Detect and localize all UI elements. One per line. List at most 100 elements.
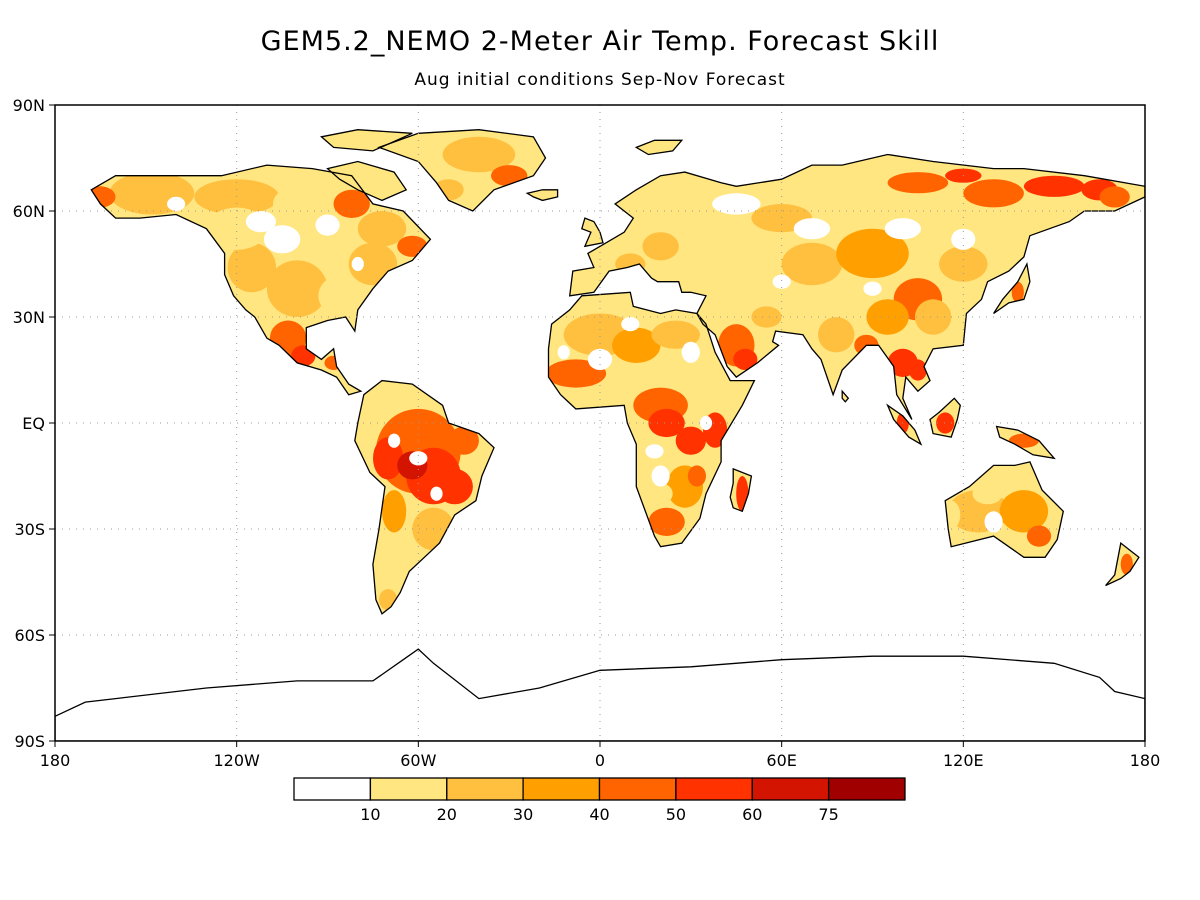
skill-patch	[866, 299, 909, 335]
lon-tick-label: 0	[595, 751, 605, 770]
colorbar-bin	[293, 777, 372, 801]
skill-patch	[836, 228, 909, 279]
skill-patch	[781, 242, 843, 286]
low-skill-patch	[681, 341, 700, 363]
madagascar-coastline	[729, 467, 753, 513]
low-skill-patch	[557, 345, 570, 360]
skill-patch	[648, 507, 685, 536]
skill-patch	[818, 317, 855, 353]
japan-coastline	[993, 261, 1031, 315]
skill-patch	[442, 136, 516, 173]
skill-patch	[1008, 433, 1039, 448]
lat-tick-label: 90N	[13, 96, 45, 115]
graticule	[55, 105, 1145, 741]
eurasia-coastline	[568, 153, 1145, 420]
skill-patch	[651, 320, 700, 349]
ellesmere-island-coastline	[319, 129, 413, 152]
lon-tick-label: 60W	[400, 751, 436, 770]
skill-patch	[887, 172, 949, 194]
skill-patch	[939, 246, 988, 282]
low-skill-patch	[772, 274, 791, 289]
baffin-island-coastline	[326, 160, 408, 202]
skill-patch	[821, 186, 894, 222]
skill-patch	[999, 490, 1049, 533]
colorbar-label: 30	[513, 805, 533, 824]
colorbar-bin	[675, 777, 753, 801]
skill-patch	[373, 437, 404, 480]
skill-patch	[648, 483, 673, 505]
skill-patch	[397, 235, 428, 257]
low-skill-patch	[863, 281, 882, 296]
new-zealand-coastline	[1105, 541, 1140, 587]
skill-patch	[1026, 525, 1052, 547]
colorbar-bin	[751, 777, 830, 801]
low-skill-patch	[712, 193, 761, 215]
skill-patch	[972, 483, 1003, 505]
skill-patch	[666, 189, 715, 218]
australia-coastline	[944, 461, 1065, 558]
skill-patch	[318, 274, 367, 317]
skill-patch	[612, 327, 661, 363]
skill-patch	[382, 536, 407, 593]
low-skill-patch	[245, 211, 276, 233]
low-skill-patch	[315, 214, 340, 236]
colorbar-bin	[522, 777, 601, 801]
low-skill-patch	[645, 444, 664, 459]
skill-patch	[227, 242, 276, 293]
low-skill-patch	[984, 511, 1003, 533]
skill-patch	[751, 306, 782, 328]
colorbar-label: 75	[818, 805, 838, 824]
skill-patch	[1011, 281, 1024, 303]
skill-patch	[908, 359, 928, 381]
skill-patch	[1023, 175, 1085, 197]
skill-patch	[675, 426, 706, 455]
low-skill-patch	[587, 348, 613, 370]
skill-patch	[291, 345, 316, 367]
low-skill-patch	[793, 218, 831, 240]
baffin-island-fill	[327, 161, 407, 201]
sumatra-coastline	[886, 403, 923, 446]
skill-patch	[936, 412, 955, 434]
low-skill-patch	[388, 433, 401, 448]
colorbar-bin	[827, 777, 906, 801]
skill-patch	[642, 232, 679, 261]
borneo-coastline	[929, 397, 962, 438]
low-skill-patch	[430, 486, 443, 501]
land-skill-layer	[55, 129, 1145, 741]
low-skill-patch	[621, 317, 640, 332]
africa-coastline	[547, 291, 756, 548]
map-subtitle: Aug initial conditions Sep-Nov Forecast	[414, 70, 786, 90]
lon-tick-label: 120E	[943, 751, 984, 770]
skill-patch	[266, 260, 328, 318]
lat-tick-label: 90S	[14, 732, 45, 751]
skill-patch	[324, 355, 343, 370]
skill-patch	[914, 299, 952, 335]
skill-patch	[1099, 186, 1130, 208]
skill-patch	[333, 189, 370, 218]
iceland-fill	[527, 189, 558, 201]
colorbar-label: 40	[589, 805, 609, 824]
skill-patch	[433, 179, 464, 201]
skill-patch	[357, 211, 407, 247]
new-guinea-coastline	[995, 425, 1056, 460]
colorbar-bin	[369, 777, 448, 801]
lat-tick-label: 60S	[14, 626, 45, 645]
low-skill-patch	[409, 451, 428, 466]
skill-shading	[85, 136, 1133, 611]
skill-patch	[273, 186, 322, 222]
colorbar-bin	[598, 777, 677, 801]
skill-patch	[733, 348, 758, 370]
skill-patch	[1120, 553, 1133, 575]
lon-tick-label: 180	[40, 751, 71, 770]
low-skill-patch	[939, 476, 958, 498]
skill-patch	[736, 476, 749, 512]
colorbar-label: 50	[666, 805, 686, 824]
low-skill-patch	[651, 465, 670, 487]
skill-patch	[491, 165, 528, 187]
colorbar: 10 20 30 40 50 60 75	[293, 777, 906, 824]
north-america-coastline	[90, 164, 432, 396]
sri-lanka-coastline	[841, 389, 850, 403]
skill-patch	[436, 468, 473, 505]
skill-patch	[963, 179, 1024, 208]
